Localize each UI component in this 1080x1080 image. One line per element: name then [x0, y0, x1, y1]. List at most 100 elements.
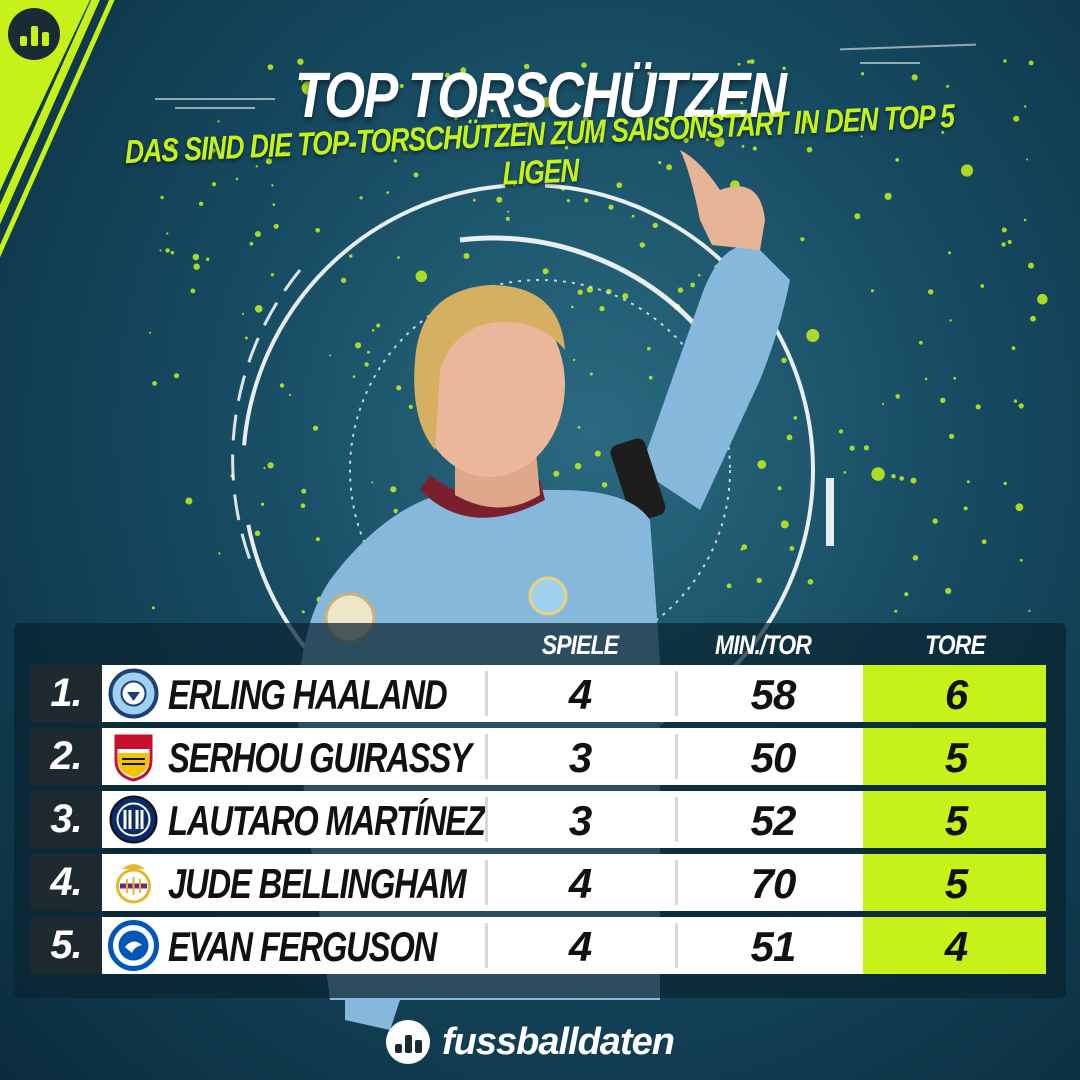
splatter-dot [241, 312, 244, 315]
splatter-dot [412, 127, 416, 131]
splatter-dot [265, 158, 272, 165]
column-divider [675, 671, 678, 716]
splatter-dot [254, 305, 263, 313]
row-background [102, 665, 863, 722]
splatter-dot [149, 331, 152, 334]
splatter-dot [281, 151, 286, 156]
splatter-dot [726, 583, 732, 589]
splatter-dot [217, 120, 220, 123]
splatter-dot [899, 476, 904, 481]
player-name: ERLING HAALAND [168, 671, 448, 718]
splatter-dot [863, 445, 870, 451]
splatter-dot [599, 133, 602, 137]
splatter-dot [881, 402, 885, 406]
splatter-dot [705, 114, 710, 118]
rank-label: 4. [30, 854, 102, 911]
splatter-dot [541, 97, 552, 108]
splatter-dot [746, 59, 751, 64]
spiele-value: 4 [568, 671, 592, 718]
min-tor-value: 52 [750, 797, 797, 844]
splatter-dot [574, 462, 582, 470]
splatter-dot [683, 137, 689, 143]
splatter-dot [800, 237, 805, 242]
rank-label: 3. [30, 791, 102, 848]
splatter-dot [192, 253, 200, 261]
splatter-dot [647, 346, 651, 351]
splatter-dot [267, 462, 274, 469]
tore-highlight [863, 665, 1046, 722]
splatter-dot [397, 256, 400, 259]
splatter-dot [376, 323, 381, 328]
splatter-dot [706, 138, 709, 142]
splatter-dot [1001, 242, 1006, 247]
tore-highlight [863, 854, 1046, 911]
column-header-tore: TORE [925, 630, 986, 660]
splatter-dot [505, 216, 510, 221]
splatter-dot [254, 231, 261, 237]
splatter-dot [948, 251, 951, 255]
splatter-dot [288, 393, 291, 397]
splatter-dot [312, 425, 319, 431]
splatter-dot [953, 376, 957, 380]
splatter-dot [960, 164, 974, 177]
splatter-dot [212, 182, 217, 187]
page-title: TOP TORSCHÜTZEN [294, 59, 787, 131]
rank-label: 5. [30, 917, 102, 974]
splatter-dot [165, 248, 170, 253]
splatter-dot [315, 228, 321, 233]
splatter-dot [571, 305, 574, 309]
rank-label: 1. [30, 665, 102, 722]
splatter-dot [553, 470, 560, 477]
splatter-dot [843, 471, 847, 474]
splatter-dot [601, 482, 608, 488]
splatter-dot [1037, 293, 1048, 305]
row-background [102, 917, 863, 974]
column-header-spiele: SPIELE [541, 630, 619, 660]
splatter-dot [301, 610, 305, 614]
splatter-dot [573, 358, 576, 362]
column-divider [675, 797, 678, 842]
splatter-dot [949, 433, 955, 439]
splatter-dot [966, 480, 970, 484]
splatter-dot [806, 329, 820, 342]
splatter-dot [460, 67, 467, 74]
splatter-dot [170, 251, 174, 255]
title-decor-line [860, 62, 920, 64]
splatter-dot [151, 606, 155, 610]
splatter-dot [513, 183, 516, 187]
spiele-value: 4 [568, 923, 592, 970]
splatter-dot [371, 481, 374, 484]
splatter-dot [533, 94, 540, 101]
spiele-value: 4 [568, 860, 592, 907]
splatter-dot [1013, 115, 1020, 122]
splatter-dot [1013, 399, 1018, 403]
splatter-dot [193, 263, 200, 270]
splatter-dot [945, 587, 952, 595]
splatter-dot [341, 277, 347, 283]
splatter-dot [463, 253, 470, 259]
splatter-dot [1011, 346, 1016, 350]
splatter-dot [589, 372, 593, 376]
splatter-dot [647, 71, 651, 76]
splatter-dot [300, 503, 306, 509]
splatter-dot [757, 460, 767, 469]
splatter-dot [749, 59, 755, 64]
splatter-dot [244, 336, 248, 340]
splatter-dot [263, 466, 266, 470]
tore-value: 5 [944, 860, 968, 907]
splatter-dot [300, 79, 303, 82]
splatter-dot [524, 122, 530, 127]
splatter-dot [1028, 609, 1031, 613]
column-divider [485, 797, 488, 842]
column-divider [485, 671, 488, 716]
tore-value: 4 [944, 923, 968, 970]
splatter-dot [710, 107, 713, 110]
splatter-dot [352, 375, 356, 379]
splatter-dot [940, 397, 946, 403]
splatter-dot [789, 546, 795, 551]
splatter-dot [975, 404, 981, 410]
splatter-dot [273, 223, 279, 229]
manchester-city-crest-icon [108, 668, 159, 719]
column-header-min-tor: MIN./TOR [714, 630, 812, 660]
tore-highlight [863, 728, 1046, 785]
